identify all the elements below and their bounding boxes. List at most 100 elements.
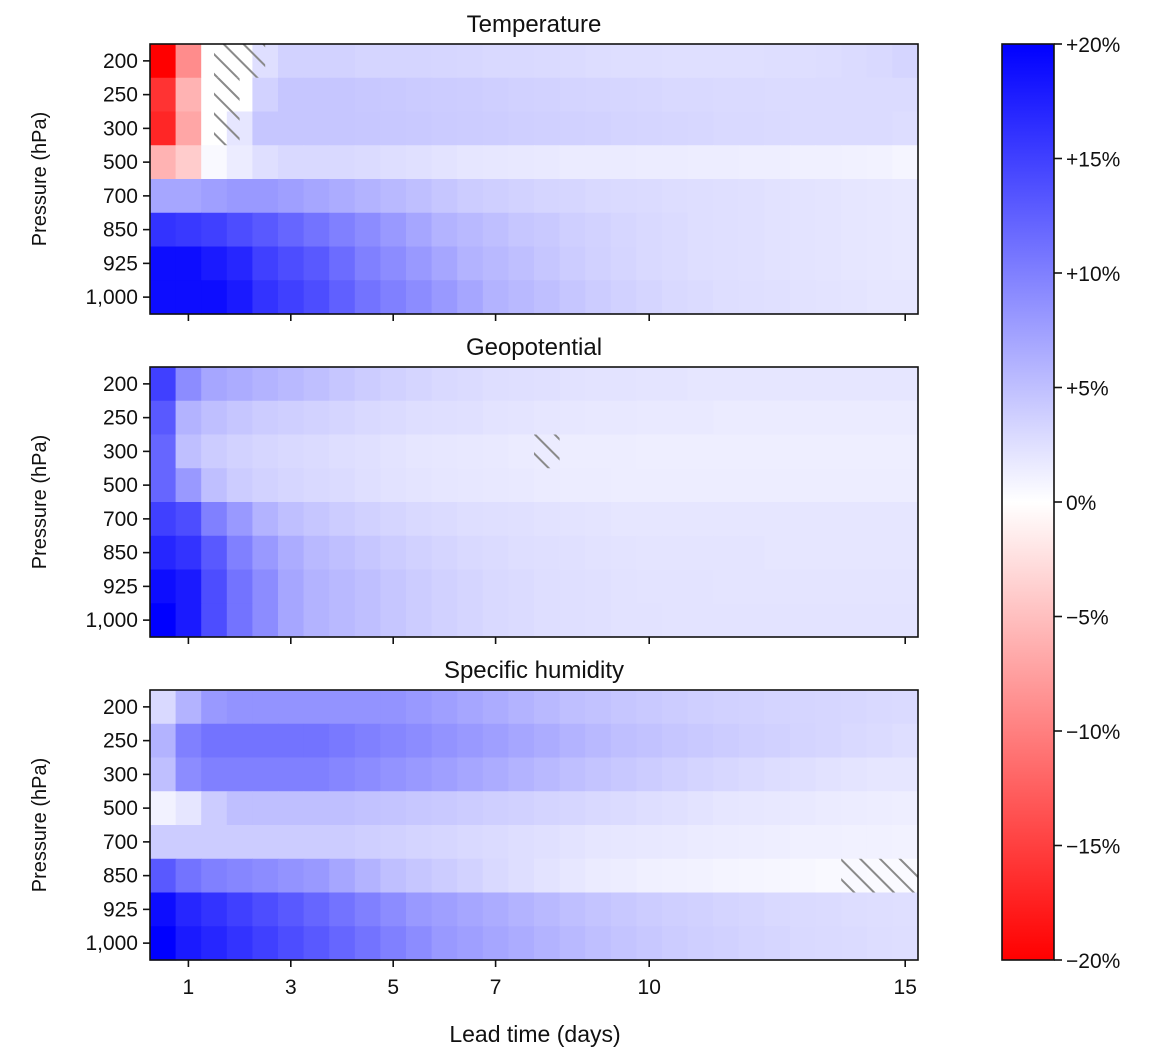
heatmap-cell xyxy=(431,400,458,436)
heatmap-cell xyxy=(738,791,765,826)
heatmap-cell xyxy=(713,858,740,894)
heatmap-cell xyxy=(354,77,381,113)
heatmap-cell xyxy=(508,603,535,638)
y-tick-label: 500 xyxy=(103,151,138,174)
y-tick-label: 925 xyxy=(103,898,138,921)
heatmap-cell xyxy=(380,179,407,214)
heatmap-cell xyxy=(687,723,714,759)
heatmap-cell xyxy=(764,179,791,214)
heatmap-cell xyxy=(687,400,714,436)
heatmap-cell xyxy=(303,892,330,927)
heatmap-cell xyxy=(508,367,535,402)
heatmap-cell xyxy=(790,434,817,469)
heatmap-cell xyxy=(585,280,612,315)
heatmap-cell xyxy=(815,111,842,146)
heatmap-cell xyxy=(303,723,330,759)
heatmap-cell xyxy=(175,791,202,826)
heatmap-cell xyxy=(610,757,637,792)
heatmap-cell xyxy=(662,44,689,79)
panel-title: Geopotential xyxy=(466,334,602,361)
heatmap-cell xyxy=(303,434,330,469)
heatmap-cell xyxy=(354,400,381,436)
heatmap-cell xyxy=(150,468,177,503)
heatmap-cell xyxy=(406,280,433,315)
heatmap-cell xyxy=(841,400,868,436)
heatmap-cell xyxy=(508,723,535,759)
heatmap-cell xyxy=(303,246,330,281)
heatmap-cell xyxy=(815,179,842,214)
y-tick-label: 300 xyxy=(103,117,138,140)
heatmap-cell xyxy=(201,502,228,537)
heatmap-cell xyxy=(559,367,586,402)
heatmap-cell xyxy=(559,603,586,638)
heatmap-cell xyxy=(610,400,637,436)
heatmap-cell xyxy=(713,212,740,248)
heatmap-cell xyxy=(687,44,714,79)
heatmap-cell xyxy=(687,757,714,792)
heatmap-cell xyxy=(790,246,817,281)
heatmap-cell xyxy=(406,502,433,537)
colorbar-tick-label: +20% xyxy=(1066,34,1120,57)
heatmap-cell xyxy=(380,44,407,79)
y-tick-label: 300 xyxy=(103,440,138,463)
heatmap-cell xyxy=(175,502,202,537)
heatmap-cell xyxy=(636,468,663,503)
heatmap-cell xyxy=(354,145,381,180)
heatmap-cell xyxy=(431,892,458,927)
heatmap-cell xyxy=(175,690,202,725)
heatmap-cell xyxy=(866,723,893,759)
heatmap-cell xyxy=(226,434,253,469)
heatmap-cell xyxy=(559,502,586,537)
heatmap-cell xyxy=(175,44,202,79)
heatmap-cell xyxy=(662,280,689,315)
heatmap-cell xyxy=(380,367,407,402)
heatmap-cell xyxy=(252,77,279,113)
heatmap-cell xyxy=(636,502,663,537)
heatmap-cell xyxy=(585,145,612,180)
heatmap-cell xyxy=(150,77,177,113)
heatmap-cell xyxy=(226,569,253,604)
heatmap-cell xyxy=(201,825,228,860)
heatmap-cell xyxy=(482,111,509,146)
heatmap-cell xyxy=(431,603,458,638)
heatmap-cell xyxy=(150,926,177,961)
heatmap-cell xyxy=(406,44,433,79)
heatmap-cell xyxy=(687,569,714,604)
heatmap-cell xyxy=(303,145,330,180)
panel-title: Temperature xyxy=(467,11,602,38)
heatmap-cell xyxy=(303,367,330,402)
heatmap-cell xyxy=(892,535,919,571)
heatmap-cell xyxy=(457,569,484,604)
heatmap-cell xyxy=(790,212,817,248)
heatmap-cell xyxy=(662,825,689,860)
heatmap-cell xyxy=(866,603,893,638)
heatmap-cell xyxy=(150,690,177,725)
heatmap-cell xyxy=(508,468,535,503)
heatmap-cell xyxy=(713,111,740,146)
heatmap-cell xyxy=(559,535,586,571)
heatmap-cell xyxy=(892,926,919,961)
heatmap-cell xyxy=(201,434,228,469)
heatmap-cell xyxy=(329,77,356,113)
heatmap-cell xyxy=(508,145,535,180)
heatmap-cell xyxy=(713,892,740,927)
heatmap-cell xyxy=(610,892,637,927)
heatmap-cell xyxy=(482,690,509,725)
heatmap-cell xyxy=(713,77,740,113)
heatmap-cell xyxy=(662,603,689,638)
heatmap-cell xyxy=(303,757,330,792)
heatmap-cell xyxy=(866,44,893,79)
heatmap-cell xyxy=(636,858,663,894)
heatmap-cell xyxy=(508,400,535,436)
heatmap-cell xyxy=(892,44,919,79)
heatmap-cell xyxy=(892,603,919,638)
heatmap-cell xyxy=(329,892,356,927)
heatmap-cell xyxy=(610,212,637,248)
heatmap-cell xyxy=(636,926,663,961)
heatmap-cell xyxy=(354,280,381,315)
heatmap-cell xyxy=(738,858,765,894)
heatmap-cell xyxy=(815,44,842,79)
y-tick-label: 700 xyxy=(103,185,138,208)
heatmap-cell xyxy=(406,757,433,792)
heatmap-cell xyxy=(406,569,433,604)
